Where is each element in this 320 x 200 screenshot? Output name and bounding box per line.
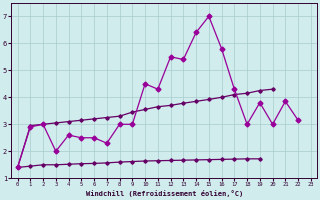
X-axis label: Windchill (Refroidissement éolien,°C): Windchill (Refroidissement éolien,°C) [85,190,243,197]
